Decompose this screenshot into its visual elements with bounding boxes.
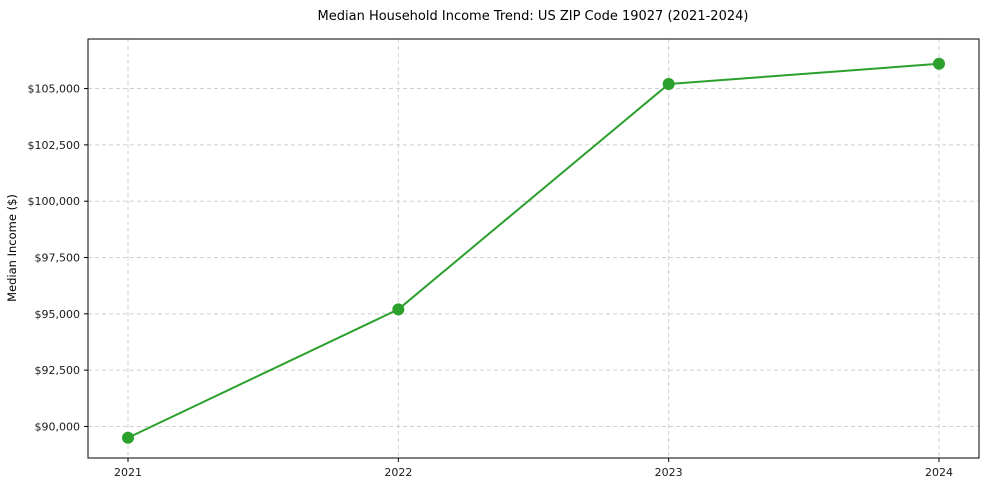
- data-point-2022: [392, 303, 405, 316]
- y-tick-label: $90,000: [35, 420, 81, 433]
- y-tick-label: $102,500: [28, 139, 81, 152]
- chart-title: Median Household Income Trend: US ZIP Co…: [318, 9, 749, 24]
- x-tick-label: 2023: [655, 466, 683, 479]
- gridlines: [88, 39, 979, 458]
- data-point-2021: [122, 431, 134, 444]
- y-tick-label: $105,000: [28, 83, 81, 96]
- x-tick-label: 2022: [384, 466, 412, 479]
- data-point-2023: [662, 78, 675, 91]
- x-tick-label: 2024: [925, 466, 953, 479]
- axis-ticks: $90,000 $92,500 $95,000 $97,500 $100,000 $102…: [28, 83, 954, 479]
- plot-border: [87, 38, 980, 459]
- y-tick-label: $97,500: [35, 252, 81, 265]
- x-tick-label: 2021: [114, 466, 142, 479]
- data-point-2024: [933, 57, 945, 70]
- data-line: [127, 62, 940, 439]
- y-tick-label: $92,500: [35, 364, 81, 377]
- y-tick-label: $100,000: [28, 195, 81, 208]
- y-tick-label: $95,000: [35, 308, 81, 321]
- data-series: [122, 57, 945, 444]
- y-axis-label: Median Income ($): [5, 194, 19, 302]
